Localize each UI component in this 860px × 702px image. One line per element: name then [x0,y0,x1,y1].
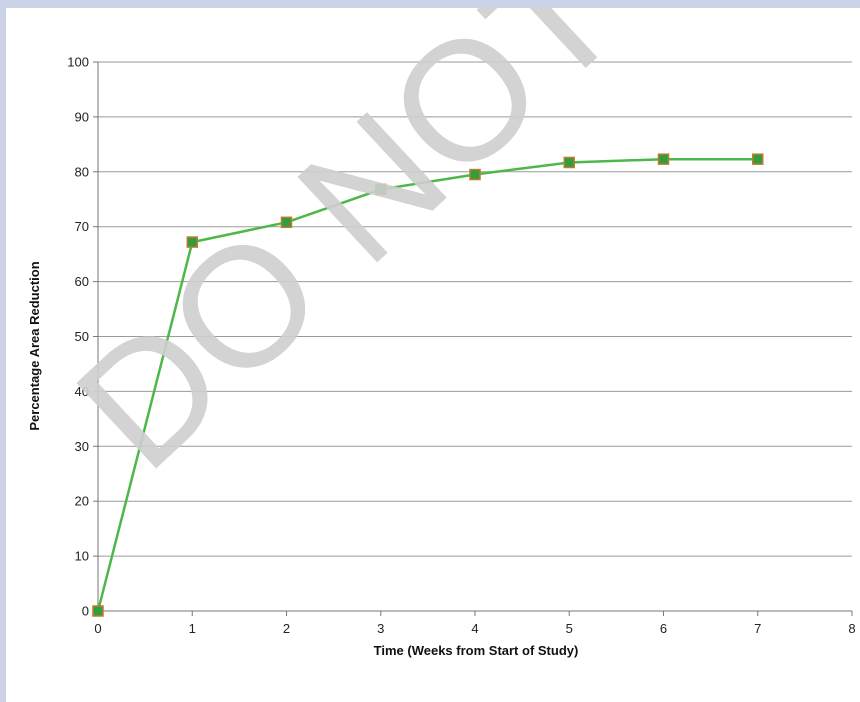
y-tick-label: 70 [75,219,89,234]
data-point-marker [375,183,387,196]
y-axis-label: Percentage Area Reduction [27,261,42,430]
data-point-marker [186,236,198,248]
data-point-marker [752,153,764,165]
x-tick-label: 0 [94,621,101,636]
x-tick-label: 1 [189,621,196,636]
watermark: DO NOT COPY [42,8,860,505]
chart-frame: 0 10 20 30 40 50 60 70 80 90 100 0 1 2 3 4 5 6 7 8 Percent… [6,8,860,702]
x-tick-label: 6 [660,621,667,636]
y-tick-label: 0 [82,604,89,619]
x-tick-label: 5 [566,621,573,636]
series-line [96,157,758,612]
x-axis-label: Time (Weeks from Start of Study) [374,643,579,658]
y-tick-label: 40 [75,384,89,399]
data-point-marker [92,605,104,617]
x-tick-label: 4 [471,621,478,636]
y-tick-label: 90 [75,109,89,124]
y-tick-label: 10 [75,549,89,564]
x-tick-label: 7 [754,621,761,636]
data-point-marker [280,216,293,229]
line-chart: 0 10 20 30 40 50 60 70 80 90 100 0 1 2 3 4 5 6 7 8 Percent… [27,8,860,658]
axes [93,61,853,616]
y-tick-label: 30 [75,439,89,454]
y-tick-labels: 0 10 20 30 40 50 60 70 80 90 100 [67,55,89,619]
y-tick-label: 100 [67,55,89,70]
data-point-marker [469,168,481,181]
x-tick-label: 3 [377,621,384,636]
y-tick-label: 20 [75,494,89,509]
series-layer [92,153,764,617]
y-tick-label: 50 [75,329,89,344]
data-point-marker [563,156,575,169]
x-tick-labels: 0 1 2 3 4 5 6 7 8 [94,621,855,636]
x-tick-label: 8 [848,621,855,636]
y-tick-label: 80 [75,164,89,179]
gridlines [98,61,852,557]
x-tick-label: 2 [283,621,290,636]
y-tick-label: 60 [75,274,89,289]
data-point-marker [657,153,670,165]
